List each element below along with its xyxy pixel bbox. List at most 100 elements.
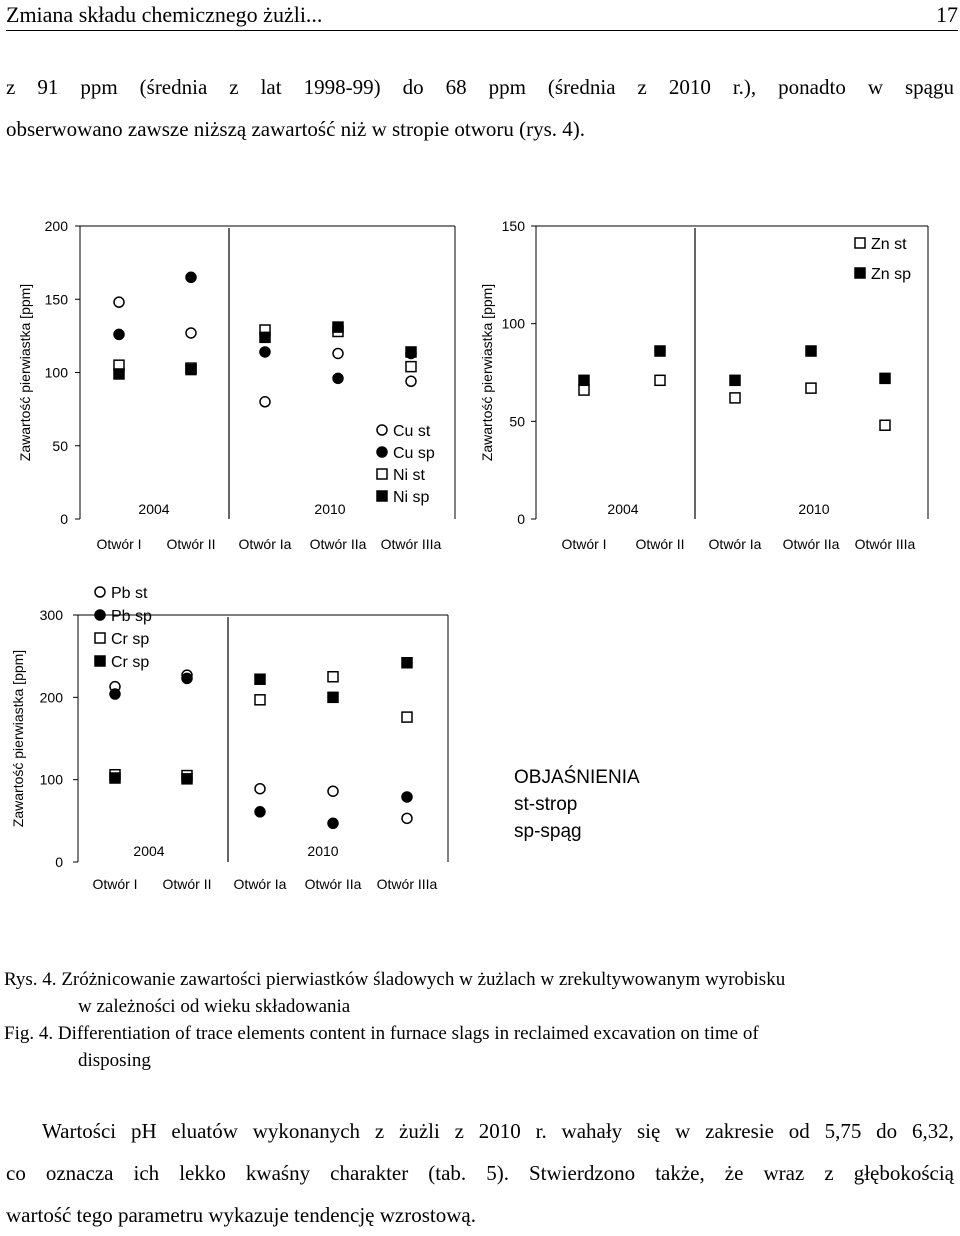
y-axis-label: Zawartość pierwiastka [ppm] — [10, 650, 26, 827]
point-ni-st-2-5 — [405, 360, 417, 373]
category-label-otw-r-iia: Otwór IIa — [310, 536, 367, 552]
intro-line-1: z 91 ppm (średnia z lat 1998-99) do 68 p… — [6, 75, 954, 99]
point-ni-sp-3-3 — [259, 331, 271, 344]
body-line-1: Wartości pH eluatów wykonanych z żużli z… — [42, 1119, 954, 1143]
running-header: Zmiana składu chemicznego żużli... 17 — [6, 0, 958, 31]
legend-label-ni-sp: Ni sp — [393, 489, 430, 506]
point-pb-sp-1-3 — [254, 806, 266, 818]
point-pb-sp-1-1 — [109, 688, 121, 700]
chart-zn: 0 50 100 150 Zawartość pierwiastka [ppm] Otwó… — [479, 218, 929, 552]
category-label-otw-r-ia: Otwór Ia — [234, 876, 287, 892]
point-cr-sp-2-4 — [327, 671, 339, 683]
caption-polish: Rys. 4. Zróżnicowanie zawartości pierwia… — [4, 966, 954, 1020]
point-cu-st-0-3 — [259, 396, 271, 408]
point-zn-st-0-4 — [805, 382, 817, 394]
point-zn-sp-1-4 — [805, 345, 817, 357]
body-line-3: wartość tego parametru wykazuje tendencj… — [6, 1203, 476, 1227]
y-tick-label: 150 — [45, 291, 69, 307]
category-label-otw-r-iia: Otwór IIa — [783, 536, 840, 552]
legend-marker-ni-st — [376, 468, 388, 480]
year-label-2010: 2010 — [307, 843, 338, 859]
point-cr-sp-3-3 — [254, 673, 266, 685]
legend-marker-zn-sp — [854, 267, 866, 279]
point-zn-st-0-2 — [654, 374, 666, 387]
legend-marker-cu-sp — [376, 446, 388, 458]
category-label-otw-r-ii: Otwór II — [635, 536, 684, 552]
y-tick-label: 0 — [60, 511, 68, 527]
point-cu-st-0-1 — [113, 296, 125, 308]
body-line-2: co oznacza ich lekko kwaśny charakter (t… — [6, 1161, 954, 1185]
category-label-otw-r-ia: Otwór Ia — [709, 536, 762, 552]
legend-label-cu-st: Cu st — [393, 423, 431, 440]
legend-label-zn-st: Zn st — [871, 236, 907, 253]
point-ni-sp-3-4 — [332, 321, 344, 333]
page-number: 17 — [936, 2, 958, 27]
y-tick-label: 200 — [45, 218, 69, 234]
category-label-otw-r-i: Otwór I — [96, 536, 141, 552]
legend-label-ni-st: Ni st — [393, 467, 426, 484]
caption-polish-label: Rys. 4. — [4, 969, 57, 990]
category-label-otw-r-iiia: Otwór IIIa — [381, 536, 442, 552]
y-tick-label: 0 — [517, 511, 525, 527]
year-label-2004: 2004 — [133, 843, 164, 859]
category-label-otw-r-ia: Otwór Ia — [239, 536, 292, 552]
category-label-otw-r-iiia: Otwór IIIa — [377, 876, 438, 892]
legend-marker-zn-st — [854, 237, 866, 249]
legend-label-cr-sp: Cr sp — [111, 654, 149, 671]
legend-marker-cr-sp — [94, 632, 106, 644]
legend-label-pb-sp: Pb sp — [111, 608, 152, 625]
legend-label-cr-sp: Cr sp — [111, 631, 149, 648]
point-cr-sp-3-4 — [327, 691, 339, 704]
point-zn-sp-1-3 — [729, 374, 741, 387]
legend-marker-pb-st — [94, 586, 106, 598]
y-tick-label: 100 — [40, 772, 64, 788]
y-tick-label: 50 — [52, 438, 68, 454]
legend-label-pb-st: Pb st — [111, 585, 148, 602]
point-pb-sp-1-4 — [327, 817, 339, 830]
caption-english-line-1: Differentiation of trace elements conten… — [57, 1023, 759, 1044]
category-label-otw-r-ii: Otwór II — [162, 876, 211, 892]
point-cu-st-0-5 — [405, 375, 417, 388]
y-tick-label: 100 — [45, 365, 69, 381]
y-tick-label: 50 — [509, 413, 525, 429]
intro-line-2: obserwowano zawsze niższą zawartość niż … — [6, 117, 586, 141]
y-axis-label: Zawartość pierwiastka [ppm] — [17, 284, 33, 461]
point-cr-sp-2-3 — [254, 694, 266, 706]
explanation-box: OBJAŚNIENIA st-strop sp-spąg — [514, 766, 640, 842]
point-ni-sp-3-5 — [405, 346, 417, 358]
year-label-2010: 2010 — [798, 501, 829, 517]
caption-english-label: Fig. 4. — [4, 1023, 54, 1044]
point-zn-sp-1-2 — [654, 345, 666, 357]
y-tick-label: 100 — [502, 316, 526, 332]
year-label-2004: 2004 — [138, 501, 169, 517]
category-label-otw-r-ii: Otwór II — [166, 536, 215, 552]
chart-cu-ni: 0 50 100 150 200 Zawartość pierwiastka [ppm] O… — [17, 218, 456, 552]
y-tick-label: 200 — [40, 689, 64, 705]
legend-marker-pb-sp — [94, 609, 106, 621]
point-pb-sp-1-2 — [181, 672, 193, 685]
legend-label-cu-sp: Cu sp — [393, 445, 435, 462]
category-label-otw-r-iia: Otwór IIa — [305, 876, 362, 892]
explanation-spag: sp-spąg — [514, 821, 582, 842]
point-cu-st-0-4 — [332, 347, 344, 360]
point-zn-st-0-5 — [879, 419, 891, 431]
legend-marker-cr-sp — [94, 655, 106, 667]
point-cr-sp-3-2 — [181, 773, 193, 785]
y-tick-label: 150 — [502, 218, 526, 234]
category-label-otw-r-iiia: Otwór IIIa — [855, 536, 916, 552]
year-label-2010: 2010 — [314, 501, 345, 517]
legend-marker-ni-sp — [376, 490, 388, 502]
point-cu-sp-1-4 — [332, 372, 344, 385]
category-label-otw-r-i: Otwór I — [92, 876, 137, 892]
y-axis-label: Zawartość pierwiastka [ppm] — [479, 284, 495, 461]
category-label-otw-r-i: Otwór I — [561, 536, 606, 552]
explanation-title: OBJAŚNIENIA — [514, 766, 640, 788]
point-cu-sp-1-1 — [113, 328, 125, 341]
point-ni-sp-3-1 — [113, 368, 125, 380]
y-tick-label: 300 — [40, 607, 64, 623]
caption-english-line-2: disposing — [78, 1050, 151, 1071]
point-cr-sp-3-1 — [109, 772, 121, 784]
point-cu-st-0-2 — [185, 327, 197, 339]
point-pb-sp-1-5 — [401, 791, 413, 803]
